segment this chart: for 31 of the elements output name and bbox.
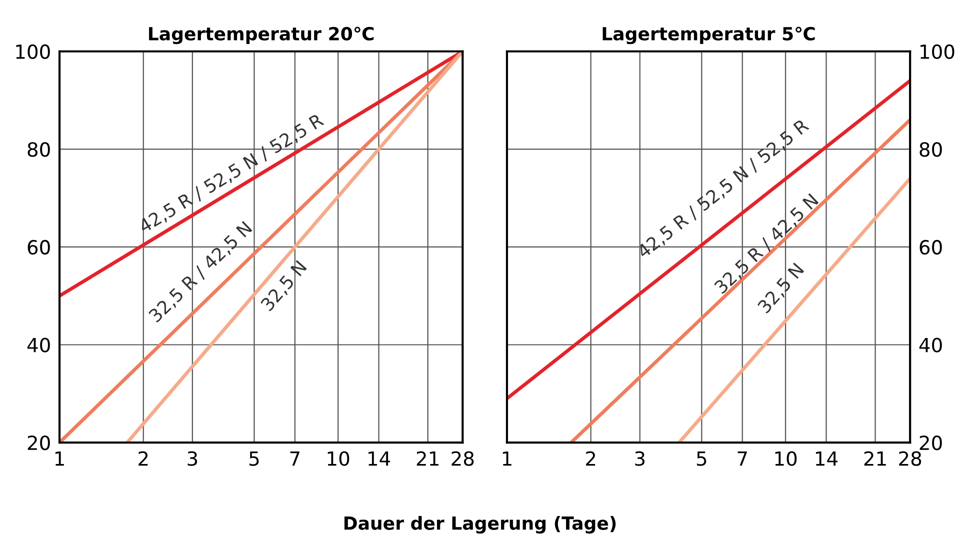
x-tick-label: 14 bbox=[816, 451, 838, 466]
x-tick-label: 28 bbox=[899, 451, 922, 466]
x-tick-label: 5 bbox=[696, 451, 706, 466]
x-tick-label: 3 bbox=[188, 451, 198, 466]
x-tick-label: 5 bbox=[250, 451, 259, 466]
y-tick-label: 20 bbox=[28, 435, 50, 450]
x-tick-label: 21 bbox=[416, 451, 438, 466]
x-tick-label: 1 bbox=[502, 451, 512, 466]
x-tick-label: 2 bbox=[138, 451, 148, 466]
x-axis-title: Dauer der Lagerung (Tage) bbox=[344, 516, 616, 534]
y-tick-label: 60 bbox=[920, 240, 942, 255]
y-tick-label: 100 bbox=[16, 44, 50, 60]
x-tick-label: 28 bbox=[452, 451, 474, 466]
chart-title: Lagertemperatur 20℃ bbox=[149, 26, 374, 44]
x-tick-label: 10 bbox=[328, 451, 350, 466]
x-tick-label: 1 bbox=[55, 451, 64, 466]
y-tick-label: 80 bbox=[28, 142, 50, 157]
x-tick-label: 21 bbox=[864, 451, 886, 466]
chart-title: Lagertemperatur 5℃ bbox=[602, 26, 815, 44]
x-tick-label: 2 bbox=[586, 451, 596, 466]
y-tick-label: 40 bbox=[919, 338, 942, 352]
y-tick-label: 20 bbox=[920, 435, 942, 450]
y-tick-label: 40 bbox=[27, 338, 50, 352]
x-tick-label: 14 bbox=[368, 451, 390, 466]
x-tick-label: 7 bbox=[738, 451, 747, 466]
x-tick-label: 7 bbox=[290, 451, 300, 466]
y-tick-label: 80 bbox=[920, 142, 942, 157]
x-tick-label: 10 bbox=[775, 451, 797, 466]
x-tick-label: 3 bbox=[635, 451, 644, 466]
y-tick-label: 60 bbox=[28, 240, 50, 255]
y-tick-label: 100 bbox=[920, 44, 954, 60]
